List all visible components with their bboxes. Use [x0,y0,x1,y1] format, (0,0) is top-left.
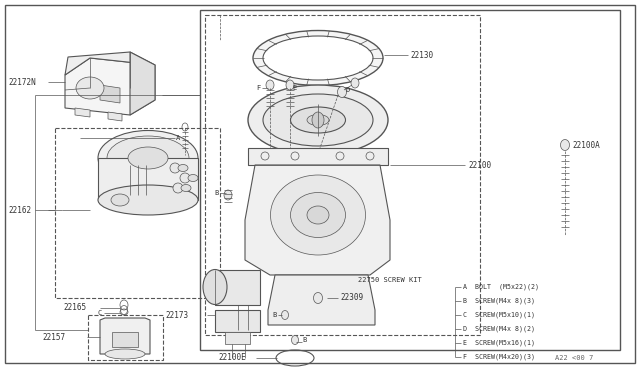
Text: B  SCREW(M4x 8)(3): B SCREW(M4x 8)(3) [463,298,535,304]
Text: 22173: 22173 [165,311,188,320]
Bar [215,310,260,332]
Text: 22157: 22157 [42,333,65,341]
Polygon shape [248,148,388,165]
Text: E: E [292,85,296,91]
Ellipse shape [107,136,189,180]
Text: C  SCREW(M5x10)(1): C SCREW(M5x10)(1) [463,312,535,318]
Text: D: D [346,87,350,93]
Ellipse shape [266,80,274,90]
Polygon shape [65,52,155,75]
Ellipse shape [181,185,191,192]
Polygon shape [108,112,122,121]
Ellipse shape [98,185,198,215]
Text: F: F [256,85,260,91]
Polygon shape [100,85,120,103]
Text: 22750 SCREW KIT: 22750 SCREW KIT [358,277,422,283]
Polygon shape [130,52,155,115]
Ellipse shape [263,36,373,80]
Ellipse shape [282,311,289,320]
Polygon shape [75,108,90,117]
Text: E  SCREW(M5x16)(1): E SCREW(M5x16)(1) [463,340,535,346]
Polygon shape [268,275,375,325]
Bar [88,315,163,360]
Text: C: C [98,310,102,316]
Ellipse shape [307,206,329,224]
Text: 22100A: 22100A [572,141,600,150]
Text: 22165: 22165 [63,304,86,312]
Polygon shape [215,270,260,305]
Circle shape [173,183,183,193]
Text: 22100: 22100 [468,160,491,170]
Ellipse shape [178,164,188,171]
Ellipse shape [307,115,329,125]
Text: 22100E: 22100E [218,353,246,362]
Text: B: B [272,312,276,318]
Ellipse shape [105,349,145,359]
Ellipse shape [291,107,346,133]
Text: 22162: 22162 [8,205,31,215]
Ellipse shape [561,140,570,151]
Circle shape [170,163,180,173]
Ellipse shape [351,78,359,88]
Text: B: B [302,337,307,343]
Text: A  BOLT  (M5x22)(2): A BOLT (M5x22)(2) [463,284,539,290]
Ellipse shape [263,94,373,146]
Text: 22130: 22130 [410,51,433,60]
Polygon shape [98,158,198,200]
Text: A22 <00 7: A22 <00 7 [555,355,593,361]
Ellipse shape [253,31,383,86]
Ellipse shape [111,194,129,206]
Ellipse shape [337,87,346,97]
Circle shape [180,173,190,183]
Ellipse shape [271,175,365,255]
Bar [200,10,620,350]
Ellipse shape [224,190,232,200]
Polygon shape [100,318,150,354]
Polygon shape [65,58,155,115]
Text: D  SCREW(M4x 8)(2): D SCREW(M4x 8)(2) [463,326,535,332]
Ellipse shape [128,147,168,169]
Text: 22309: 22309 [340,294,363,302]
Ellipse shape [291,336,298,344]
Bar [205,15,480,335]
Text: 22172N: 22172N [8,77,36,87]
Ellipse shape [286,80,294,90]
Ellipse shape [312,112,324,128]
Bar [55,128,220,298]
Ellipse shape [291,192,346,237]
Text: B: B [214,190,218,196]
Ellipse shape [98,131,198,186]
Text: A: A [176,135,180,141]
Ellipse shape [314,292,323,304]
Ellipse shape [203,269,227,305]
Bar [112,332,138,347]
Ellipse shape [248,85,388,155]
Text: F  SCREW(M4x20)(3): F SCREW(M4x20)(3) [463,354,535,360]
Ellipse shape [188,174,198,182]
Bar [225,332,250,344]
Ellipse shape [76,77,104,99]
Polygon shape [245,165,390,275]
